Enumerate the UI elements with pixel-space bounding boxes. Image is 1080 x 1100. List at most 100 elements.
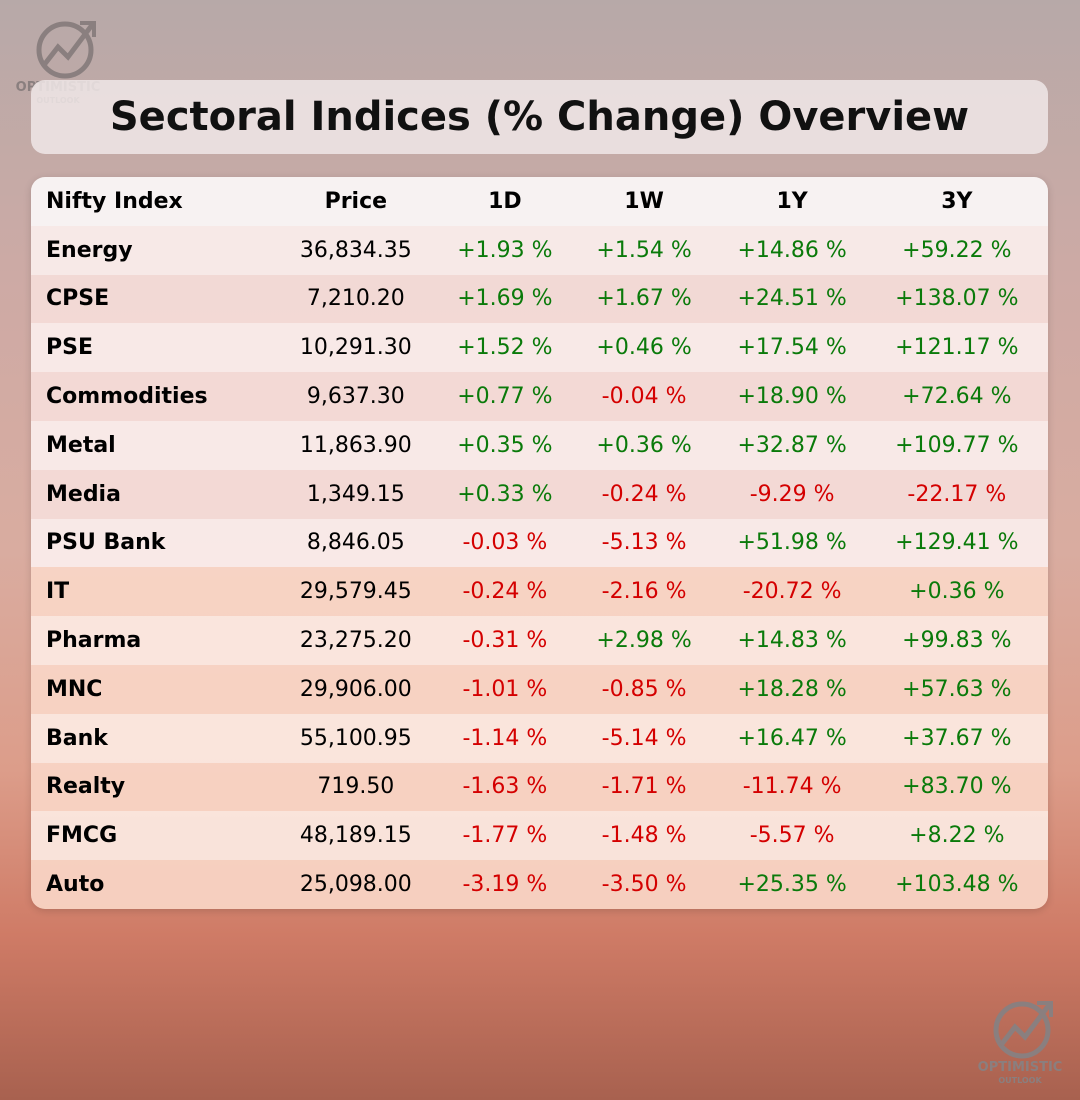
table-cell: CPSE [46,286,110,312]
table-cell: -0.24 % [462,579,548,605]
table-row: PSE 10,291.30 +1.52 % +0.46 % +17.54 % +121.1… [31,323,1048,373]
table-cell: +37.67 % [902,725,1012,751]
table-cell: 8,846.05 [306,530,405,556]
table-cell: +18.28 % [737,676,847,702]
column-header: 1D [488,188,522,214]
table-cell: 48,189.15 [299,823,412,849]
table-cell: -9.29 % [749,481,835,507]
table-cell: 11,863.90 [299,432,412,458]
table-cell: Energy [46,237,133,263]
table-cell: -1.77 % [462,823,548,849]
table-cell: 23,275.20 [299,628,412,654]
table-cell: 55,100.95 [299,725,412,751]
table-row: Pharma 23,275.20 -0.31 % +2.98 % +14.83 % +99… [31,616,1048,665]
column-header: Price [324,188,388,214]
table-cell: 29,579.45 [299,579,412,605]
table-cell: 25,098.00 [299,872,412,898]
table-cell: -1.63 % [462,774,548,800]
table-cell: +138.07 % [895,286,1019,312]
table-row: Energy 36,834.35 +1.93 % +1.54 % +14.86 % +59… [31,225,1048,275]
table-cell: +109.77 % [895,432,1019,458]
table-cell: +72.64 % [902,384,1012,410]
table-cell: Auto [46,872,105,898]
table-cell: -5.14 % [601,725,687,751]
table-cell: +1.67 % [596,286,692,312]
table-cell: +0.46 % [596,335,692,361]
table-cell: +18.90 % [737,384,847,410]
table-cell: -0.03 % [462,530,548,556]
table: Nifty Index Price 1D 1W 1Y 3Y Energy 36,834.35 +… [31,177,1048,909]
table-cell: PSE [46,335,93,361]
table-cell: -2.16 % [601,579,687,605]
table-cell: Media [46,481,121,507]
table-cell: +14.83 % [737,628,847,654]
table-cell: +14.86 % [737,237,847,263]
table-cell: PSU Bank [46,530,166,556]
table-cell: +59.22 % [902,237,1012,263]
title-box: Sectoral Indices (% Change) Overview [31,80,1048,154]
table-cell: +51.98 % [737,530,847,556]
table-cell: +17.54 % [737,335,847,361]
table-row: Bank 55,100.95 -1.14 % -5.14 % +16.47 % +37.6… [31,713,1048,763]
table-cell: IT [46,579,70,605]
table-cell: MNC [46,676,103,702]
table-cell: 1,349.15 [306,481,405,507]
table-cell: -1.48 % [601,823,687,849]
table-cell: +1.93 % [457,237,553,263]
table-row: PSU Bank 8,846.05 -0.03 % -5.13 % +51.98 % +1… [31,518,1048,568]
logo: OPTIMISTIC OUTLOOK [978,1001,1063,1085]
table-cell: -3.50 % [601,872,687,898]
table-cell: +0.33 % [457,481,553,507]
table-cell: -0.85 % [601,676,687,702]
table-cell: +2.98 % [596,628,692,654]
table-cell: -1.01 % [462,676,548,702]
table-cell: 29,906.00 [299,676,412,702]
table-cell: +8.22 % [909,823,1005,849]
table-cell: -1.14 % [462,725,548,751]
table-cell: -22.17 % [907,481,1007,507]
table-cell: +0.36 % [909,579,1005,605]
table-cell: -5.57 % [749,823,835,849]
table-cell: +121.17 % [895,335,1019,361]
table-cell: Bank [46,725,108,751]
table-cell: 10,291.30 [299,335,412,361]
table-cell: +0.36 % [596,432,692,458]
table-cell: +24.51 % [737,286,847,312]
column-header: 3Y [941,188,973,214]
table-cell: -20.72 % [742,579,842,605]
table-cell: -0.24 % [601,481,687,507]
table-cell: +129.41 % [895,530,1019,556]
logo-text: OPTIMISTIC [978,1060,1063,1075]
table-row: CPSE 7,210.20 +1.69 % +1.67 % +24.51 % +138.0… [31,274,1048,324]
table-cell: +1.52 % [457,335,553,361]
table-cell: +32.87 % [737,432,847,458]
column-header: 1Y [776,188,808,214]
table-row: MNC 29,906.00 -1.01 % -0.85 % +18.28 % +57.63… [31,664,1048,714]
table-cell: +83.70 % [902,774,1012,800]
table-row: Realty 719.50 -1.63 % -1.71 % -11.74 % +83.70… [31,762,1048,812]
table-cell: +57.63 % [902,676,1012,702]
table-row: Media 1,349.15 +0.33 % -0.24 % -9.29 % -22.17… [31,469,1048,519]
table-cell: +16.47 % [737,725,847,751]
table-cell: +0.35 % [457,432,553,458]
column-header: 1W [624,188,664,214]
table-cell: 9,637.30 [306,384,405,410]
table-cell: 36,834.35 [299,237,412,263]
table-cell: -1.71 % [601,774,687,800]
table-row: Metal 11,863.90 +0.35 % +0.36 % +32.87 % +109… [31,420,1048,470]
table-cell: -5.13 % [601,530,687,556]
header-row: Nifty Index Price 1D 1W 1Y 3Y [31,177,1048,226]
table-cell: 7,210.20 [306,286,405,312]
table-cell: +25.35 % [737,872,847,898]
table-cell: -0.31 % [462,628,548,654]
column-header: Nifty Index [46,188,183,214]
table-cell: Metal [46,432,116,458]
table-cell: 719.50 [317,774,395,800]
table-row: FMCG 48,189.15 -1.77 % -1.48 % -5.57 % +8.22 … [31,811,1048,861]
table-row: Auto 25,098.00 -3.19 % -3.50 % +25.35 % +103.… [31,860,1048,909]
title: Sectoral Indices (% Change) Overview [109,94,970,140]
logo-text: OUTLOOK [998,1076,1042,1085]
table-cell: Commodities [46,384,208,410]
table-cell: -11.74 % [742,774,842,800]
